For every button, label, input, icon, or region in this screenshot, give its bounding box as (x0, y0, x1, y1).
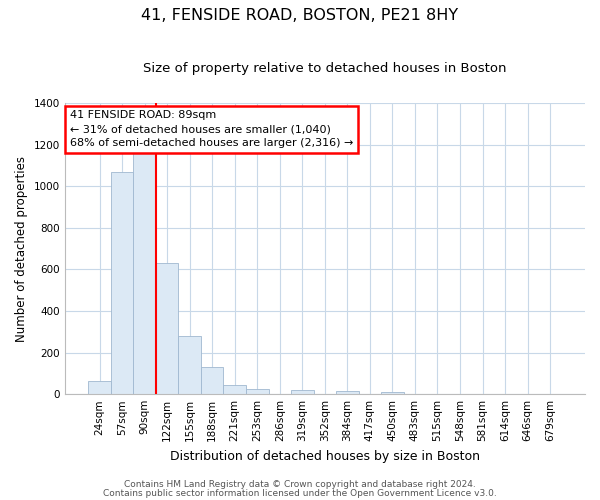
Text: 41, FENSIDE ROAD, BOSTON, PE21 8HY: 41, FENSIDE ROAD, BOSTON, PE21 8HY (142, 8, 458, 22)
Y-axis label: Number of detached properties: Number of detached properties (15, 156, 28, 342)
X-axis label: Distribution of detached houses by size in Boston: Distribution of detached houses by size … (170, 450, 480, 462)
Bar (336, 391, 359, 394)
Title: Size of property relative to detached houses in Boston: Size of property relative to detached ho… (143, 62, 506, 76)
Bar (246, 389, 269, 394)
Bar (381, 392, 404, 394)
Bar (178, 336, 201, 394)
Text: 41 FENSIDE ROAD: 89sqm
← 31% of detached houses are smaller (1,040)
68% of semi-: 41 FENSIDE ROAD: 89sqm ← 31% of detached… (70, 110, 353, 148)
Text: Contains HM Land Registry data © Crown copyright and database right 2024.: Contains HM Land Registry data © Crown c… (124, 480, 476, 489)
Bar (201, 367, 223, 394)
Bar (88, 380, 111, 394)
Bar (111, 172, 133, 394)
Bar (156, 263, 178, 394)
Bar (291, 390, 314, 394)
Bar (133, 153, 156, 394)
Bar (223, 385, 246, 394)
Text: Contains public sector information licensed under the Open Government Licence v3: Contains public sector information licen… (103, 489, 497, 498)
